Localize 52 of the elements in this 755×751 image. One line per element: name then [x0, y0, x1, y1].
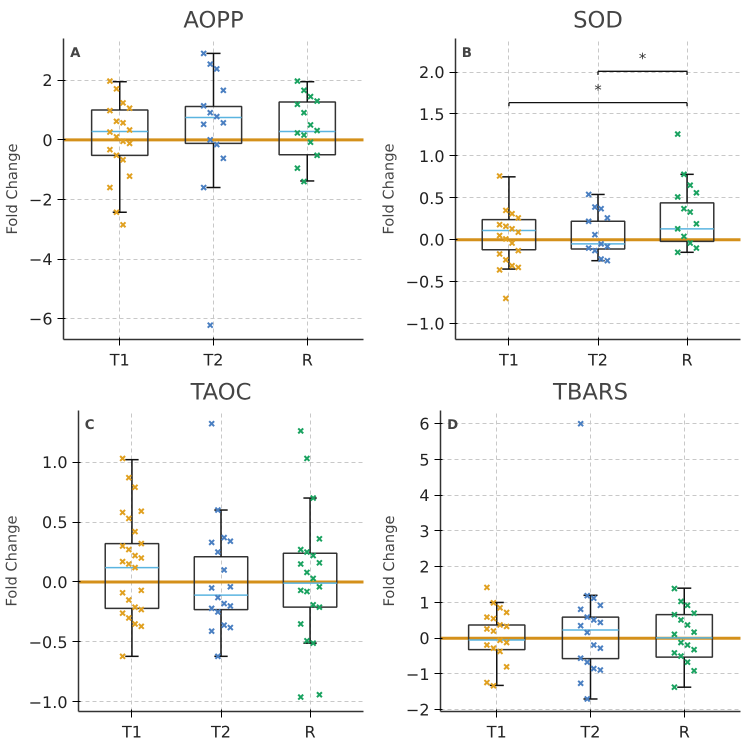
y-axis-title: Fold Change [4, 143, 21, 235]
y-tick-label: 6 [419, 414, 430, 434]
annotation: B [462, 46, 472, 62]
y-tick-label: 2.0 [419, 63, 445, 82]
y-tick-label: 0 [419, 629, 430, 648]
x-tick-label: T1 [120, 722, 142, 742]
x-tick-label: T1 [486, 722, 507, 742]
y-tick-label: −0.5 [28, 632, 68, 652]
annotation: A [70, 46, 82, 62]
y-tick-label: 1.0 [42, 453, 68, 472]
y-tick-label: −4 [28, 250, 53, 270]
y-tick-label: −1.0 [28, 692, 68, 712]
y-tick-label: −2 [406, 700, 430, 720]
y-tick-label: 2 [42, 71, 53, 90]
x-tick-label: T2 [587, 350, 608, 370]
y-axis-title: Fold Change [380, 143, 398, 235]
x-tick-label: R [682, 350, 693, 370]
y-tick-label: 5 [419, 450, 430, 470]
y-tick-label: 3 [419, 522, 430, 541]
chart-title: TBARS [552, 380, 628, 406]
x-tick-label: T1 [498, 350, 519, 370]
y-tick-label: 2 [419, 558, 430, 577]
annotation: D [447, 418, 458, 434]
y-tick-label: 1.0 [419, 146, 445, 166]
y-axis-title: Fold Change [4, 515, 21, 607]
y-tick-label: 0.0 [42, 572, 68, 592]
x-tick-label: R [678, 722, 690, 742]
x-tick-label: R [304, 722, 316, 742]
y-tick-label: −2 [28, 190, 53, 210]
y-tick-label: −1.0 [406, 314, 445, 334]
x-tick-label: T2 [202, 350, 224, 370]
x-tick-label: T2 [580, 722, 600, 742]
chart-title: AOPP [183, 8, 244, 34]
y-tick-label: 4 [419, 486, 430, 506]
y-tick-label: 0.0 [419, 230, 445, 250]
x-tick-label: T1 [108, 350, 130, 370]
chart-title: TAOC [190, 380, 252, 406]
x-tick-label: T2 [210, 722, 231, 742]
annotation: C [84, 418, 95, 434]
y-tick-label: −0.5 [406, 272, 445, 292]
y-tick-label: 0.5 [42, 513, 68, 532]
y-tick-label: −1 [406, 664, 430, 684]
chart-title: SOD [573, 8, 623, 34]
y-tick-label: 1.5 [419, 104, 445, 124]
y-tick-label: −6 [28, 310, 53, 329]
y-tick-label: 1 [419, 593, 430, 612]
y-axis-title: Fold Change [380, 515, 398, 607]
x-tick-label: R [302, 350, 313, 370]
annotation: * [638, 50, 646, 68]
y-tick-label: 0.5 [419, 188, 445, 208]
y-tick-label: 0 [42, 130, 53, 150]
annotation: * [594, 82, 602, 99]
